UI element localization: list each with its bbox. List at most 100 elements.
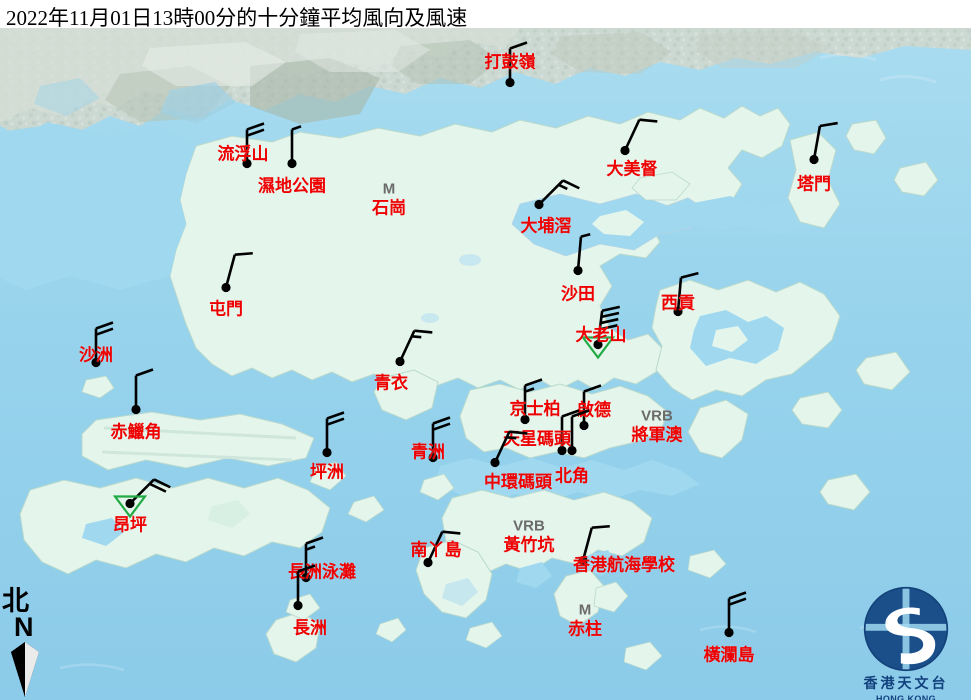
title-bar: 2022年11月01日13時00分的十分鐘平均風向及風速 bbox=[0, 0, 971, 30]
station-dot-icon bbox=[301, 572, 311, 583]
wind-barb-icon bbox=[423, 530, 461, 568]
high-level-station-marker-icon bbox=[112, 495, 148, 519]
wind-barb bbox=[51, 318, 141, 413]
station-dot-icon bbox=[520, 414, 530, 425]
station-label: 大埔滘 bbox=[520, 216, 572, 236]
station-dot-icon bbox=[567, 445, 577, 456]
wind-barb bbox=[580, 106, 670, 201]
station-dot-icon bbox=[534, 199, 544, 210]
station-label: 黃竹坑 bbox=[503, 535, 555, 555]
station-label: 青洲 bbox=[411, 442, 445, 462]
station-dot-icon bbox=[322, 447, 332, 458]
station-label: 京士柏 bbox=[509, 399, 561, 419]
wind-barb-icon bbox=[395, 329, 433, 367]
page-title: 2022年11月01日13時00分的十分鐘平均風向及風速 bbox=[6, 6, 468, 30]
station-dot-icon bbox=[724, 627, 734, 638]
wind-barb-icon bbox=[505, 41, 528, 88]
wind-barb bbox=[480, 375, 570, 470]
station-dot-icon bbox=[809, 154, 819, 165]
wind-barb bbox=[202, 119, 292, 214]
wind-barb bbox=[181, 243, 271, 338]
station-dot-icon bbox=[557, 445, 567, 456]
station-status-flag: VRB bbox=[641, 407, 673, 425]
wind-barb-icon bbox=[490, 430, 528, 468]
hko-name-cn: 香港天文台 bbox=[863, 677, 949, 692]
station-dot-icon bbox=[579, 420, 589, 431]
wind-barb bbox=[533, 226, 623, 321]
wind-barb bbox=[383, 518, 473, 613]
wind-barb bbox=[633, 267, 723, 362]
wind-barb-icon bbox=[578, 524, 610, 566]
wind-barb bbox=[355, 317, 445, 412]
hko-emblem-icon bbox=[863, 586, 949, 672]
station-label: 塔門 bbox=[797, 174, 831, 194]
wind-barb-icon bbox=[221, 251, 253, 293]
high-level-station-marker-icon bbox=[580, 336, 616, 360]
wind-barb bbox=[494, 160, 584, 255]
wind-barb-icon bbox=[567, 409, 590, 456]
wind-barb-icon bbox=[301, 536, 324, 583]
station-label: 赤鱲角 bbox=[110, 422, 162, 442]
station-label: 流浮山 bbox=[217, 144, 269, 164]
wind-barb bbox=[769, 115, 859, 210]
wind-barb bbox=[684, 588, 774, 683]
station-label: 青衣 bbox=[374, 373, 408, 393]
map-base-layer bbox=[0, 28, 971, 700]
station-dot-icon bbox=[505, 77, 515, 88]
wind-barb bbox=[538, 516, 628, 611]
wind-barb-icon bbox=[242, 122, 265, 169]
station-label: 大老山 bbox=[575, 325, 627, 345]
station-label: 長洲 bbox=[293, 618, 327, 638]
station-status-flag: M bbox=[578, 601, 592, 619]
wind-barb-icon bbox=[809, 121, 838, 165]
station-status-flag: VRB bbox=[513, 517, 545, 535]
station-label: 西貢 bbox=[661, 293, 695, 313]
station-dot-icon bbox=[620, 145, 630, 156]
station-dot-icon bbox=[242, 158, 252, 169]
wind-barb-icon bbox=[322, 411, 345, 458]
station-label: 啟德 bbox=[577, 400, 611, 420]
station-dot-icon bbox=[125, 498, 135, 509]
station-label: 沙田 bbox=[561, 284, 595, 304]
lantau-west-islands bbox=[19, 369, 727, 671]
wind-barb bbox=[517, 406, 607, 501]
mainland-landmass bbox=[0, 28, 971, 136]
new-territories-landmass bbox=[0, 105, 820, 391]
compass-north-cn: 北 bbox=[2, 586, 29, 616]
kowloon-hongkong-island bbox=[436, 383, 700, 627]
station-status-flag: M bbox=[382, 180, 396, 198]
compass-needle-icon bbox=[11, 642, 39, 697]
station-dot-icon bbox=[578, 555, 588, 566]
wind-barb-icon bbox=[520, 378, 543, 425]
station-label: 北角 bbox=[555, 466, 589, 486]
wind-barb bbox=[553, 300, 643, 395]
wind-barb bbox=[85, 459, 175, 554]
compass-rose: 北 N bbox=[2, 588, 64, 698]
station-label: 中環碼頭 bbox=[484, 472, 552, 492]
wind-barb bbox=[465, 38, 555, 133]
station-label: 南丫島 bbox=[410, 540, 462, 560]
station-dot-icon bbox=[221, 282, 231, 293]
station-dot-icon bbox=[593, 339, 603, 350]
station-label: 昂坪 bbox=[113, 515, 147, 535]
wind-barb bbox=[539, 381, 629, 476]
station-dot-icon bbox=[573, 265, 583, 276]
station-dot-icon bbox=[293, 600, 303, 611]
station-label: 赤柱 bbox=[568, 619, 602, 639]
hko-name-en: HONG KONG OBSERVATORY bbox=[875, 694, 937, 700]
wind-barb bbox=[253, 561, 343, 656]
station-label: 濕地公園 bbox=[258, 176, 326, 196]
station-dot-icon bbox=[490, 457, 500, 468]
map-canvas[interactable] bbox=[0, 28, 971, 700]
station-label: 長洲泳灘 bbox=[288, 562, 356, 582]
wind-barb bbox=[527, 406, 617, 501]
wind-barb-icon bbox=[620, 118, 658, 156]
wind-barb-icon bbox=[428, 416, 451, 463]
wind-barb-icon bbox=[580, 305, 621, 360]
station-label: 坪洲 bbox=[310, 462, 344, 482]
station-label: 屯門 bbox=[209, 299, 243, 319]
wind-barb-icon bbox=[112, 478, 171, 519]
station-label: 香港航海學校 bbox=[573, 555, 675, 575]
wind-barb bbox=[388, 413, 478, 508]
